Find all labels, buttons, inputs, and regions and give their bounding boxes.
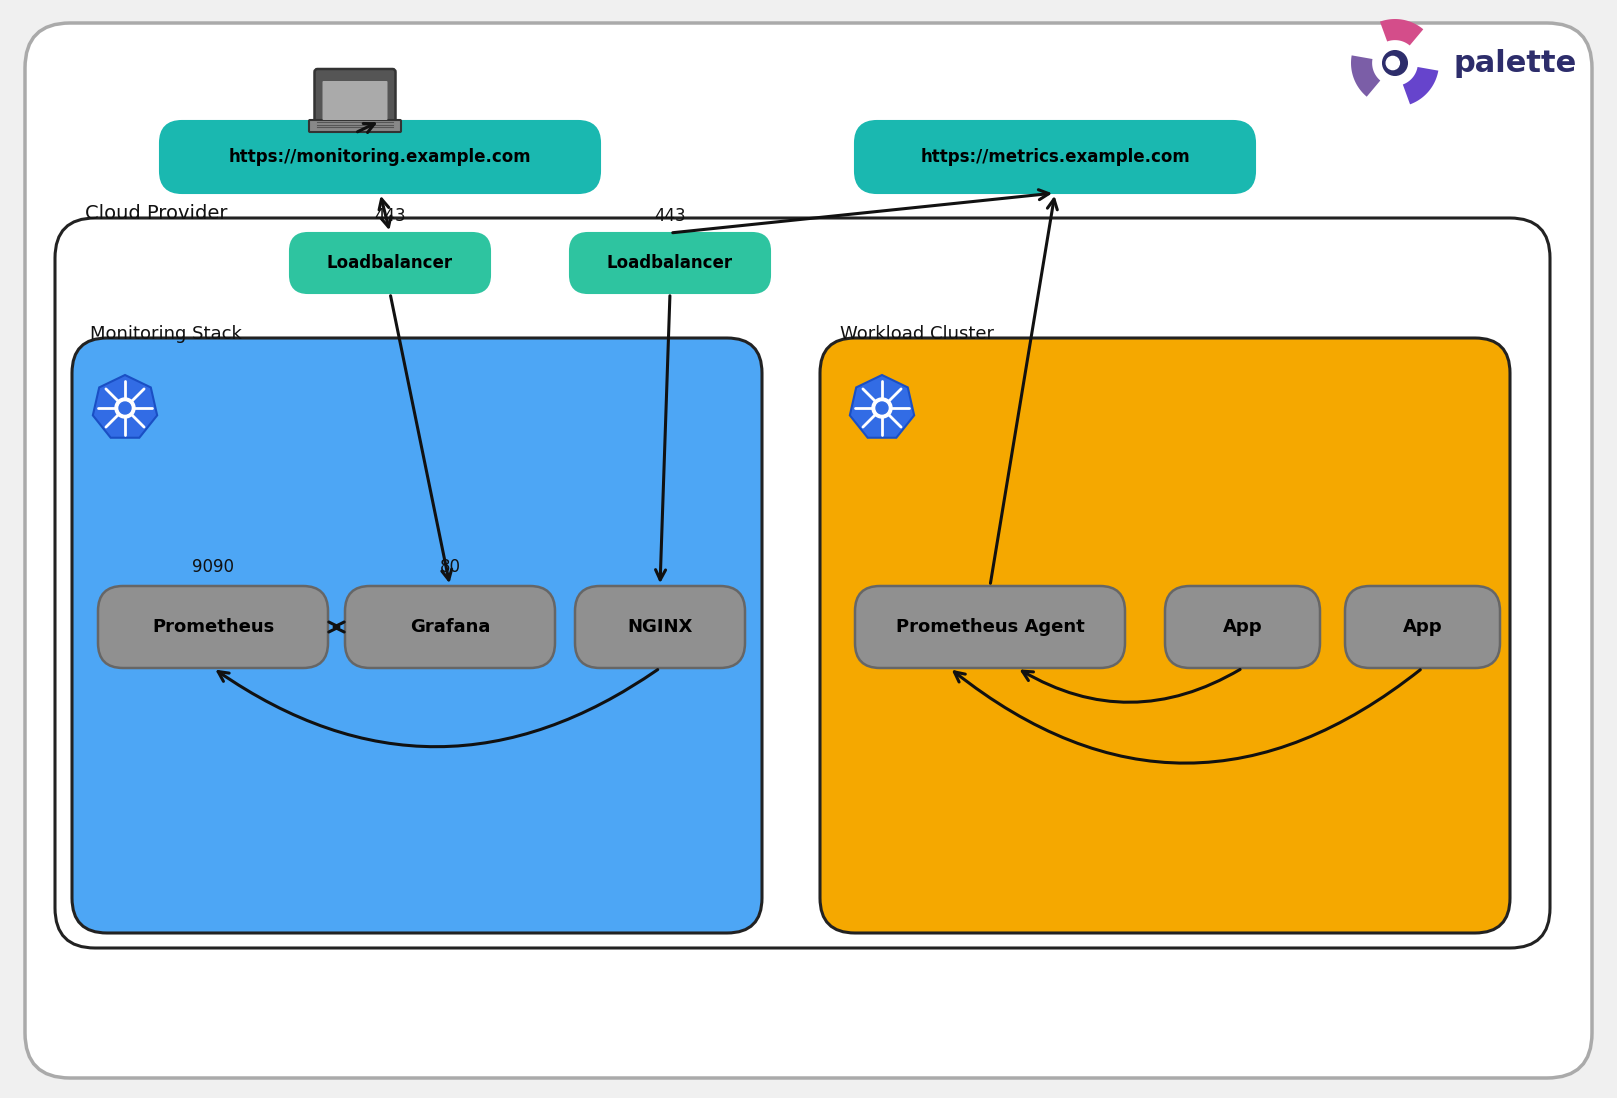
FancyBboxPatch shape bbox=[1164, 586, 1319, 668]
Circle shape bbox=[872, 397, 893, 418]
FancyBboxPatch shape bbox=[571, 233, 770, 293]
Text: Prometheus: Prometheus bbox=[152, 618, 275, 636]
Text: palette: palette bbox=[1454, 48, 1577, 78]
Polygon shape bbox=[92, 376, 157, 438]
FancyBboxPatch shape bbox=[309, 120, 401, 132]
FancyBboxPatch shape bbox=[314, 69, 396, 127]
Text: App: App bbox=[1402, 618, 1442, 636]
Text: App: App bbox=[1222, 618, 1263, 636]
FancyBboxPatch shape bbox=[1345, 586, 1501, 668]
FancyBboxPatch shape bbox=[322, 81, 388, 120]
Text: https://monitoring.example.com: https://monitoring.example.com bbox=[228, 148, 532, 166]
FancyBboxPatch shape bbox=[99, 586, 328, 668]
FancyBboxPatch shape bbox=[576, 586, 745, 668]
Text: 9090: 9090 bbox=[192, 558, 234, 576]
Text: Prometheus Agent: Prometheus Agent bbox=[896, 618, 1085, 636]
Text: 80: 80 bbox=[440, 558, 461, 576]
Circle shape bbox=[115, 397, 134, 418]
Text: NGINX: NGINX bbox=[627, 618, 692, 636]
Circle shape bbox=[876, 402, 888, 414]
FancyBboxPatch shape bbox=[55, 219, 1551, 948]
FancyBboxPatch shape bbox=[820, 338, 1510, 933]
Text: https://metrics.example.com: https://metrics.example.com bbox=[920, 148, 1190, 166]
FancyBboxPatch shape bbox=[855, 586, 1125, 668]
FancyBboxPatch shape bbox=[73, 338, 762, 933]
Polygon shape bbox=[1379, 19, 1423, 45]
Circle shape bbox=[1376, 45, 1413, 81]
FancyBboxPatch shape bbox=[855, 121, 1255, 193]
Text: 443: 443 bbox=[655, 208, 686, 225]
Polygon shape bbox=[1350, 55, 1381, 97]
Circle shape bbox=[1386, 56, 1399, 69]
Text: Monitoring Stack: Monitoring Stack bbox=[91, 325, 243, 343]
Polygon shape bbox=[1404, 67, 1439, 104]
Text: Grafana: Grafana bbox=[409, 618, 490, 636]
Text: Workload Cluster: Workload Cluster bbox=[839, 325, 994, 343]
Circle shape bbox=[1383, 51, 1407, 76]
Text: Loadbalancer: Loadbalancer bbox=[327, 254, 453, 272]
Text: Cloud Provider: Cloud Provider bbox=[86, 204, 228, 223]
FancyBboxPatch shape bbox=[24, 23, 1593, 1078]
Circle shape bbox=[120, 402, 131, 414]
FancyBboxPatch shape bbox=[289, 233, 490, 293]
FancyBboxPatch shape bbox=[344, 586, 555, 668]
Text: 443: 443 bbox=[374, 208, 406, 225]
Text: Loadbalancer: Loadbalancer bbox=[606, 254, 733, 272]
Polygon shape bbox=[851, 376, 914, 438]
FancyBboxPatch shape bbox=[160, 121, 600, 193]
